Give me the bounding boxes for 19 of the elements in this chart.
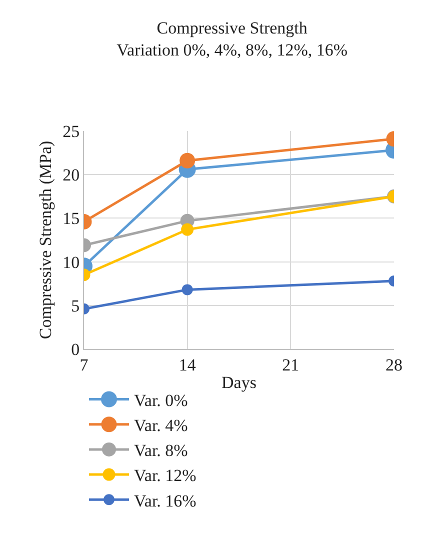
y-tick-label: 25	[62, 122, 80, 141]
y-tick-label: 5	[71, 296, 80, 316]
legend-label: Var. 12%	[134, 466, 196, 486]
x-tick-label: 7	[80, 355, 89, 374]
y-tick-label: 20	[62, 166, 80, 185]
x-tick-label: 28	[386, 355, 402, 374]
legend-label: Var. 0%	[134, 390, 188, 410]
y-axis-title: Compressive Strength (MPa)	[36, 140, 56, 340]
chart-subtitle: Variation 0%, 4%, 8%, 12%, 16%	[116, 40, 348, 60]
legend-label: Var. 8%	[134, 441, 188, 460]
y-tick-label: 10	[62, 252, 80, 272]
x-axis-title: Days	[222, 372, 256, 392]
chart-title: Compressive Strength	[156, 18, 308, 38]
x-tick-label: 21	[282, 355, 300, 374]
y-tick-label: 15	[62, 209, 80, 228]
x-tick-label: 14	[178, 355, 196, 374]
y-tick-label: 0	[71, 340, 80, 359]
legend-label: Var. 16%	[134, 491, 196, 510]
legend-label: Var. 4%	[134, 416, 188, 435]
